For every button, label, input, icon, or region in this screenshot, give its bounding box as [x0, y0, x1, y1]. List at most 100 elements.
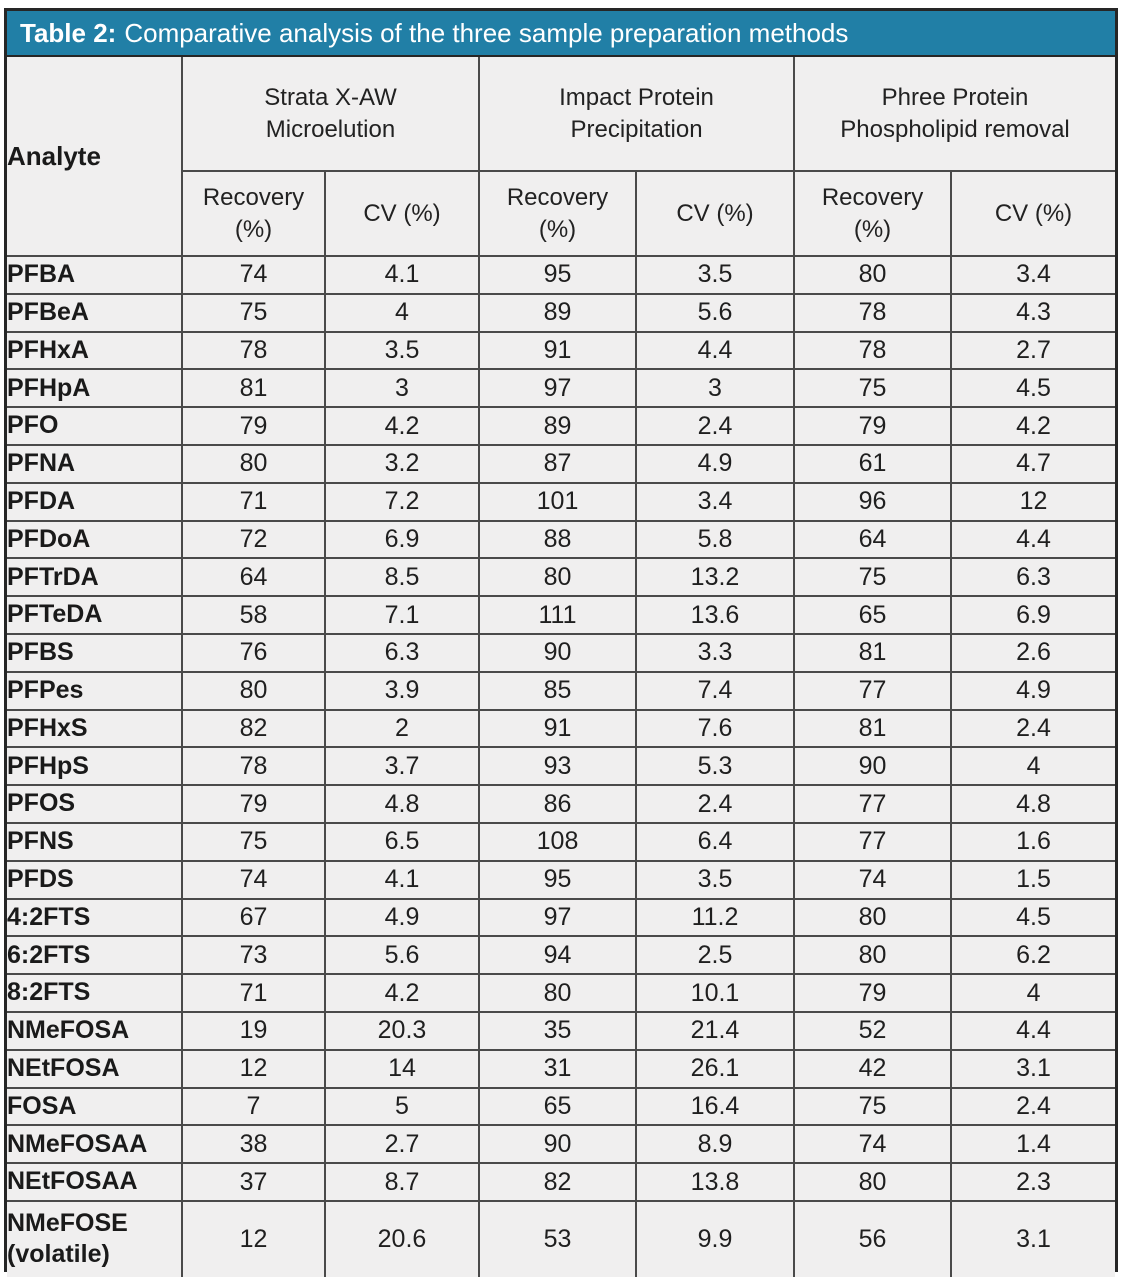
analyte-cell: PFNA	[7, 443, 183, 484]
value-cell: 4.1	[324, 859, 480, 900]
value-cell: 4.7	[950, 443, 1116, 484]
table2-frame: Table 2: Comparative analysis of the thr…	[4, 8, 1118, 1277]
analyte-name: PFNS	[7, 827, 74, 856]
value-cell: 2.4	[634, 784, 796, 824]
value-cell: 64	[793, 519, 953, 560]
value-cell: 95	[478, 255, 637, 295]
group-header-line: Phree Protein	[881, 83, 1029, 111]
analyte-name: NMeFOSA	[7, 1016, 130, 1045]
value-cell: 77	[793, 784, 953, 824]
table-title-prefix: Table 2:	[20, 17, 117, 48]
value-cell: 20.6	[324, 1199, 480, 1277]
analyte-cell: PFTeDA	[7, 595, 183, 635]
analyte-cell: 4:2FTS	[7, 897, 183, 938]
value-cell: 13.6	[634, 595, 796, 635]
value-cell: 64	[181, 557, 326, 598]
analyte-name: PFBeA	[7, 298, 89, 327]
table-row: PFBeA 75 4 89 5.6 78 4.3	[7, 292, 1116, 333]
value-cell: 80	[793, 255, 953, 295]
value-cell: 74	[181, 255, 326, 295]
value-cell: 3.5	[634, 859, 796, 900]
analyte-name: PFHxS	[7, 713, 88, 742]
value-cell: 74	[181, 859, 326, 900]
table-row: PFBS 76 6.3 90 3.3 81 2.6	[7, 632, 1116, 673]
table-row: PFDA 71 7.2 101 3.4 96 12	[7, 481, 1116, 522]
analyte-name: PFOS	[7, 789, 76, 818]
value-cell: 65	[478, 1086, 637, 1127]
value-cell: 80	[793, 897, 953, 938]
group-header-line: Precipitation	[570, 115, 703, 143]
table-row: PFHpS 78 3.7 93 5.3 90 4	[7, 746, 1116, 787]
value-cell: 8.7	[324, 1162, 480, 1202]
analyte-cell: PFOS	[7, 784, 183, 824]
value-cell: 3.1	[950, 1048, 1116, 1089]
group-header-phree-protein: Phree Protein Phospholipid removal	[793, 57, 1116, 172]
value-cell: 79	[793, 406, 953, 446]
table-body: PFBA 74 4.1 95 3.5 80 3.4 PFBeA 75 4 89 5.6 78 4.3 PFH…	[7, 255, 1116, 1277]
comparison-table: Analyte Strata X-AW Microelution Impact …	[7, 57, 1116, 1277]
analyte-name: 4:2FTS	[7, 902, 91, 931]
value-cell: 74	[793, 859, 953, 900]
value-cell: 65	[793, 595, 953, 635]
value-cell: 3.9	[324, 670, 480, 711]
value-cell: 1.4	[950, 1124, 1116, 1165]
value-cell: 35	[478, 1010, 637, 1051]
value-cell: 53	[478, 1199, 637, 1277]
sub-header-line: CV (%)	[994, 199, 1073, 227]
analyte-name: PFHpA	[7, 373, 91, 402]
value-cell: 52	[793, 1010, 953, 1051]
value-cell: 4	[950, 746, 1116, 787]
value-cell: 6.2	[950, 935, 1116, 976]
column-header-recovery-1: Recovery (%)	[182, 170, 326, 257]
value-cell: 4.9	[634, 443, 796, 484]
group-header-line: Strata X-AW	[264, 83, 397, 111]
table-row: PFOS 79 4.8 86 2.4 77 4.8	[7, 784, 1116, 824]
sub-header-line: (%)	[538, 215, 577, 243]
value-cell: 72	[181, 519, 326, 560]
analyte-cell: NEtFOSA	[7, 1048, 183, 1089]
group-header-row: Analyte Strata X-AW Microelution Impact …	[7, 57, 1116, 257]
value-cell: 6.9	[324, 519, 480, 560]
analyte-cell: 6:2FTS	[7, 935, 183, 976]
table-row: PFHxA 78 3.5 91 4.4 78 2.7	[7, 330, 1116, 371]
value-cell: 91	[478, 330, 637, 371]
value-cell: 89	[478, 406, 637, 446]
value-cell: 2.5	[634, 935, 796, 976]
value-cell: 3.5	[324, 330, 480, 371]
value-cell: 67	[181, 897, 326, 938]
value-cell: 21.4	[634, 1010, 796, 1051]
value-cell: 5.6	[324, 935, 480, 976]
value-cell: 4.9	[324, 897, 480, 938]
value-cell: 2.4	[950, 708, 1116, 749]
value-cell: 82	[181, 708, 326, 749]
sub-header-line: Recovery	[506, 183, 609, 211]
sub-header-line: (%)	[853, 215, 892, 243]
value-cell: 78	[793, 330, 953, 371]
analyte-name: PFTrDA	[7, 562, 99, 591]
table-title-bar: Table 2: Comparative analysis of the thr…	[7, 11, 1115, 57]
analyte-name: PFTeDA	[7, 600, 103, 629]
table-row: 6:2FTS 73 5.6 94 2.5 80 6.2	[7, 935, 1116, 976]
value-cell: 80	[478, 557, 637, 598]
analyte-name: PFDS	[7, 865, 74, 894]
value-cell: 73	[181, 935, 326, 976]
table-row: PFPes 80 3.9 85 7.4 77 4.9	[7, 670, 1116, 711]
value-cell: 13.2	[634, 557, 796, 598]
value-cell: 82	[478, 1162, 637, 1202]
sub-header-line: (%)	[234, 215, 273, 243]
value-cell: 97	[478, 897, 637, 938]
value-cell: 31	[478, 1048, 637, 1089]
value-cell: 3	[634, 368, 796, 409]
analyte-cell: 8:2FTS	[7, 973, 183, 1013]
value-cell: 101	[478, 481, 637, 522]
value-cell: 2.7	[950, 330, 1116, 371]
value-cell: 11.2	[634, 897, 796, 938]
column-header-cv-2: CV (%)	[634, 170, 796, 257]
value-cell: 90	[478, 1124, 637, 1165]
value-cell: 2.3	[950, 1162, 1116, 1202]
table-row: NEtFOSA 12 14 31 26.1 42 3.1	[7, 1048, 1116, 1089]
analyte-cell: PFHxS	[7, 708, 183, 749]
analyte-cell: PFNS	[7, 821, 183, 862]
value-cell: 26.1	[634, 1048, 796, 1089]
analyte-name: NMeFOSAA	[7, 1129, 148, 1158]
